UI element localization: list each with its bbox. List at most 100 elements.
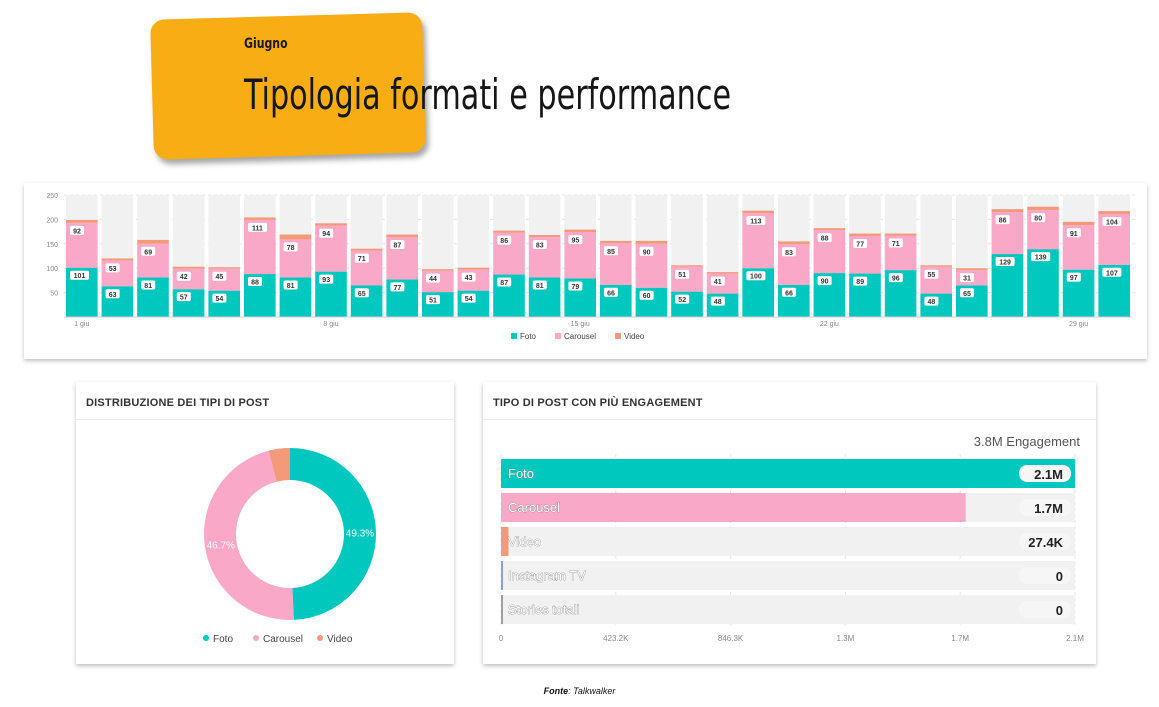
data-label: 96	[892, 276, 900, 283]
data-label-bg	[604, 246, 618, 256]
data-label: 43	[465, 275, 473, 282]
engagement-bar-video	[501, 527, 509, 556]
data-label-bg	[960, 273, 974, 283]
bar-segment-video	[564, 229, 596, 233]
donut-slice-foto	[290, 448, 377, 620]
value-pill	[1019, 465, 1071, 482]
data-label: 66	[607, 290, 615, 297]
bar-segment-video	[386, 234, 418, 237]
data-label-bg	[141, 246, 156, 256]
data-label-bg	[212, 271, 227, 281]
data-label-bg	[426, 295, 440, 305]
data-label-bg	[1102, 267, 1122, 277]
bar-category-label: Instagram TV	[508, 568, 586, 583]
data-label: 53	[109, 266, 117, 273]
donut-slice-video	[268, 448, 290, 482]
data-label-bg	[461, 272, 476, 282]
data-label-bg	[70, 270, 89, 280]
data-label: 77	[856, 241, 864, 248]
data-label-bg	[782, 287, 796, 297]
data-label: 48	[714, 299, 722, 306]
legend-swatch-carousel	[555, 333, 561, 339]
data-label-bg	[248, 222, 267, 232]
x-tick-label: 22 giu	[820, 321, 839, 328]
data-label-bg	[319, 274, 334, 284]
data-label: 51	[678, 272, 686, 279]
data-label: 81	[536, 283, 544, 290]
data-label: 86	[500, 238, 508, 245]
bar-segment-video	[849, 233, 881, 236]
data-label: 107	[1106, 270, 1118, 277]
bar-segment-video	[350, 248, 383, 251]
bar-segment-video	[528, 235, 561, 237]
bar-segment-video	[457, 267, 490, 270]
donut-slice-label: 49.3%	[346, 528, 374, 539]
data-label-bg	[568, 281, 583, 291]
distribution-donut-chart: 49.3% 46.7% Foto Carousel Video	[203, 448, 377, 645]
data-label-bg	[212, 293, 227, 303]
data-label: 63	[109, 292, 117, 299]
legend-label-video: Video	[624, 332, 645, 341]
data-label: 48	[928, 299, 936, 306]
legend-dot-foto	[203, 635, 209, 641]
data-label: 97	[1070, 275, 1078, 282]
data-label-bg	[1102, 217, 1122, 227]
data-label-bg	[995, 257, 1015, 267]
bar-segment-video	[884, 233, 917, 236]
data-label-bg	[176, 271, 191, 281]
legend-label-video: Video	[327, 634, 353, 645]
data-label: 54	[465, 296, 473, 303]
data-label: 78	[287, 245, 295, 252]
source-label: Fonte	[543, 686, 569, 696]
data-label: 111	[252, 225, 263, 232]
bar-value-label: 0	[1056, 569, 1063, 584]
data-label-bg	[817, 233, 832, 243]
data-label-bg	[1066, 272, 1081, 282]
bar-category-label: Carousel	[508, 500, 560, 515]
data-label: 60	[643, 293, 651, 300]
data-label-bg	[283, 242, 298, 252]
data-label: 87	[394, 242, 402, 249]
data-label: 51	[429, 298, 437, 305]
data-label: 91	[1070, 231, 1078, 238]
data-label-bg	[604, 287, 618, 297]
distribution-title: DISTRIBUZIONE DEI TIPI DI POST	[86, 397, 270, 409]
data-label: 113	[750, 219, 761, 226]
data-label-bg	[426, 273, 440, 283]
data-label: 79	[572, 284, 580, 291]
data-label-bg	[390, 239, 405, 249]
legend-dot-video	[317, 635, 323, 641]
bar-segment-video	[315, 223, 347, 226]
data-label: 65	[358, 291, 366, 298]
bar-value-label: 2.1M	[1034, 467, 1063, 482]
data-label: 93	[322, 277, 330, 284]
bar-segment-video	[1062, 221, 1095, 226]
daily-stacked-bar-chart: 50 100 150 200 250 101 92 63 53 81 69 57 42 54 45 88 111…	[46, 193, 1137, 341]
bar-segment-video	[244, 217, 276, 220]
value-pill	[1019, 533, 1071, 550]
data-label: 139	[1035, 255, 1047, 262]
data-label: 95	[572, 238, 580, 245]
donut-slice-label: 46.7%	[207, 540, 235, 551]
data-label: 81	[144, 283, 152, 290]
data-label: 66	[785, 290, 793, 297]
data-label-bg	[497, 277, 512, 287]
daily-chart-card: 50 100 150 200 250 101 92 63 53 81 69 57 42 54 45 88 111…	[24, 183, 1147, 359]
bar-segment-video	[1098, 211, 1130, 215]
x-tick-label: 8 giu	[323, 321, 338, 328]
data-label: 65	[963, 291, 971, 298]
data-label-bg	[141, 280, 156, 290]
bar-category-label: Foto	[508, 466, 534, 481]
data-label: 104	[1106, 220, 1118, 227]
legend-label-foto: Foto	[520, 332, 537, 341]
bar-track	[501, 527, 1075, 556]
engagement-bar-chart: 0 423.2K 846.3K 1.3M 1.7M 2.1M Foto 2.1M Carouse…	[499, 454, 1084, 643]
data-label: 52	[678, 297, 686, 304]
x-tick-label: 2.1M	[1066, 634, 1084, 643]
bar-segment-video	[600, 240, 632, 244]
bar-segment-video	[635, 240, 668, 244]
data-label: 85	[607, 249, 615, 256]
legend-label-carousel: Carousel	[564, 332, 596, 341]
data-label-bg	[639, 246, 654, 256]
bar-segment-video	[956, 268, 988, 271]
